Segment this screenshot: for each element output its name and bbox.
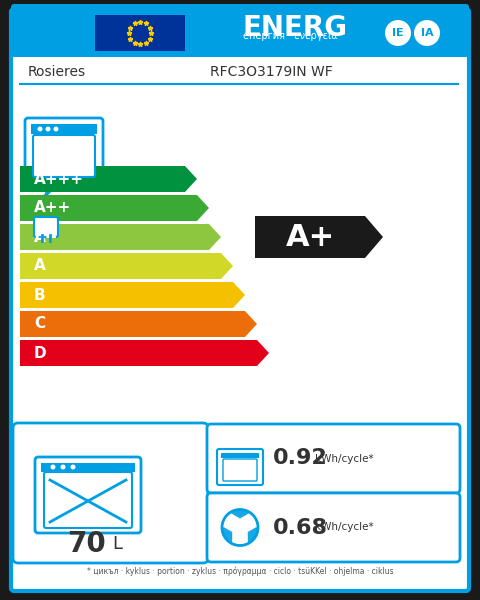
Text: * цикъл · kyklus · portion · zyklus · πρόγραμμα · ciclo · tsüKKel · ohjelma · ci: * цикъл · kyklus · portion · zyklus · πρ… [87, 566, 393, 575]
Polygon shape [20, 195, 209, 221]
Wedge shape [248, 527, 258, 542]
Text: 0.68: 0.68 [273, 517, 328, 538]
Text: D: D [34, 346, 47, 361]
FancyBboxPatch shape [35, 457, 141, 533]
Text: A+: A+ [34, 229, 59, 245]
FancyBboxPatch shape [13, 423, 208, 563]
Bar [31, 124, 97, 134]
Text: kWh/cycle*: kWh/cycle* [315, 523, 373, 533]
Circle shape [37, 127, 43, 131]
FancyBboxPatch shape [11, 4, 469, 57]
Polygon shape [20, 311, 257, 337]
Wedge shape [231, 509, 249, 518]
Text: IE: IE [392, 28, 404, 38]
Bar [95, 15, 185, 51]
Bar [17, 48, 463, 54]
Polygon shape [20, 340, 269, 366]
Circle shape [414, 20, 440, 46]
Circle shape [60, 464, 65, 469]
Polygon shape [20, 282, 245, 308]
Text: IA: IA [420, 28, 433, 38]
Text: A+: A+ [286, 223, 335, 251]
Text: 70: 70 [67, 530, 106, 558]
FancyBboxPatch shape [207, 493, 460, 562]
Text: A: A [34, 259, 46, 274]
FancyBboxPatch shape [207, 424, 460, 493]
Polygon shape [255, 216, 383, 258]
Text: Rosieres: Rosieres [28, 65, 86, 79]
FancyBboxPatch shape [25, 118, 103, 182]
Circle shape [46, 127, 50, 131]
FancyBboxPatch shape [223, 459, 257, 481]
Bar [221, 453, 259, 458]
Circle shape [53, 127, 59, 131]
FancyBboxPatch shape [34, 217, 58, 237]
Bar [14, 12, 466, 54]
Polygon shape [20, 166, 197, 192]
Text: RFC3O3179IN WF: RFC3O3179IN WF [210, 65, 333, 79]
FancyBboxPatch shape [44, 472, 132, 528]
Circle shape [385, 20, 411, 46]
FancyBboxPatch shape [11, 9, 469, 591]
Text: A++: A++ [34, 200, 71, 215]
Text: 0.92: 0.92 [273, 449, 328, 469]
Text: A+++: A+++ [34, 172, 84, 187]
Text: kWh/cycle*: kWh/cycle* [315, 454, 373, 463]
Circle shape [71, 464, 75, 469]
Text: ENERG: ENERG [242, 14, 348, 42]
FancyBboxPatch shape [217, 449, 263, 485]
Polygon shape [20, 224, 221, 250]
Text: енергия · ενεργεια: енергия · ενεργεια [243, 31, 337, 41]
Polygon shape [20, 253, 233, 279]
Circle shape [50, 464, 56, 469]
Text: C: C [34, 317, 45, 331]
Circle shape [235, 523, 245, 533]
Text: L: L [112, 535, 122, 553]
Wedge shape [222, 527, 232, 542]
FancyBboxPatch shape [33, 135, 95, 177]
Bar [41, 463, 135, 472]
Text: B: B [34, 287, 46, 302]
